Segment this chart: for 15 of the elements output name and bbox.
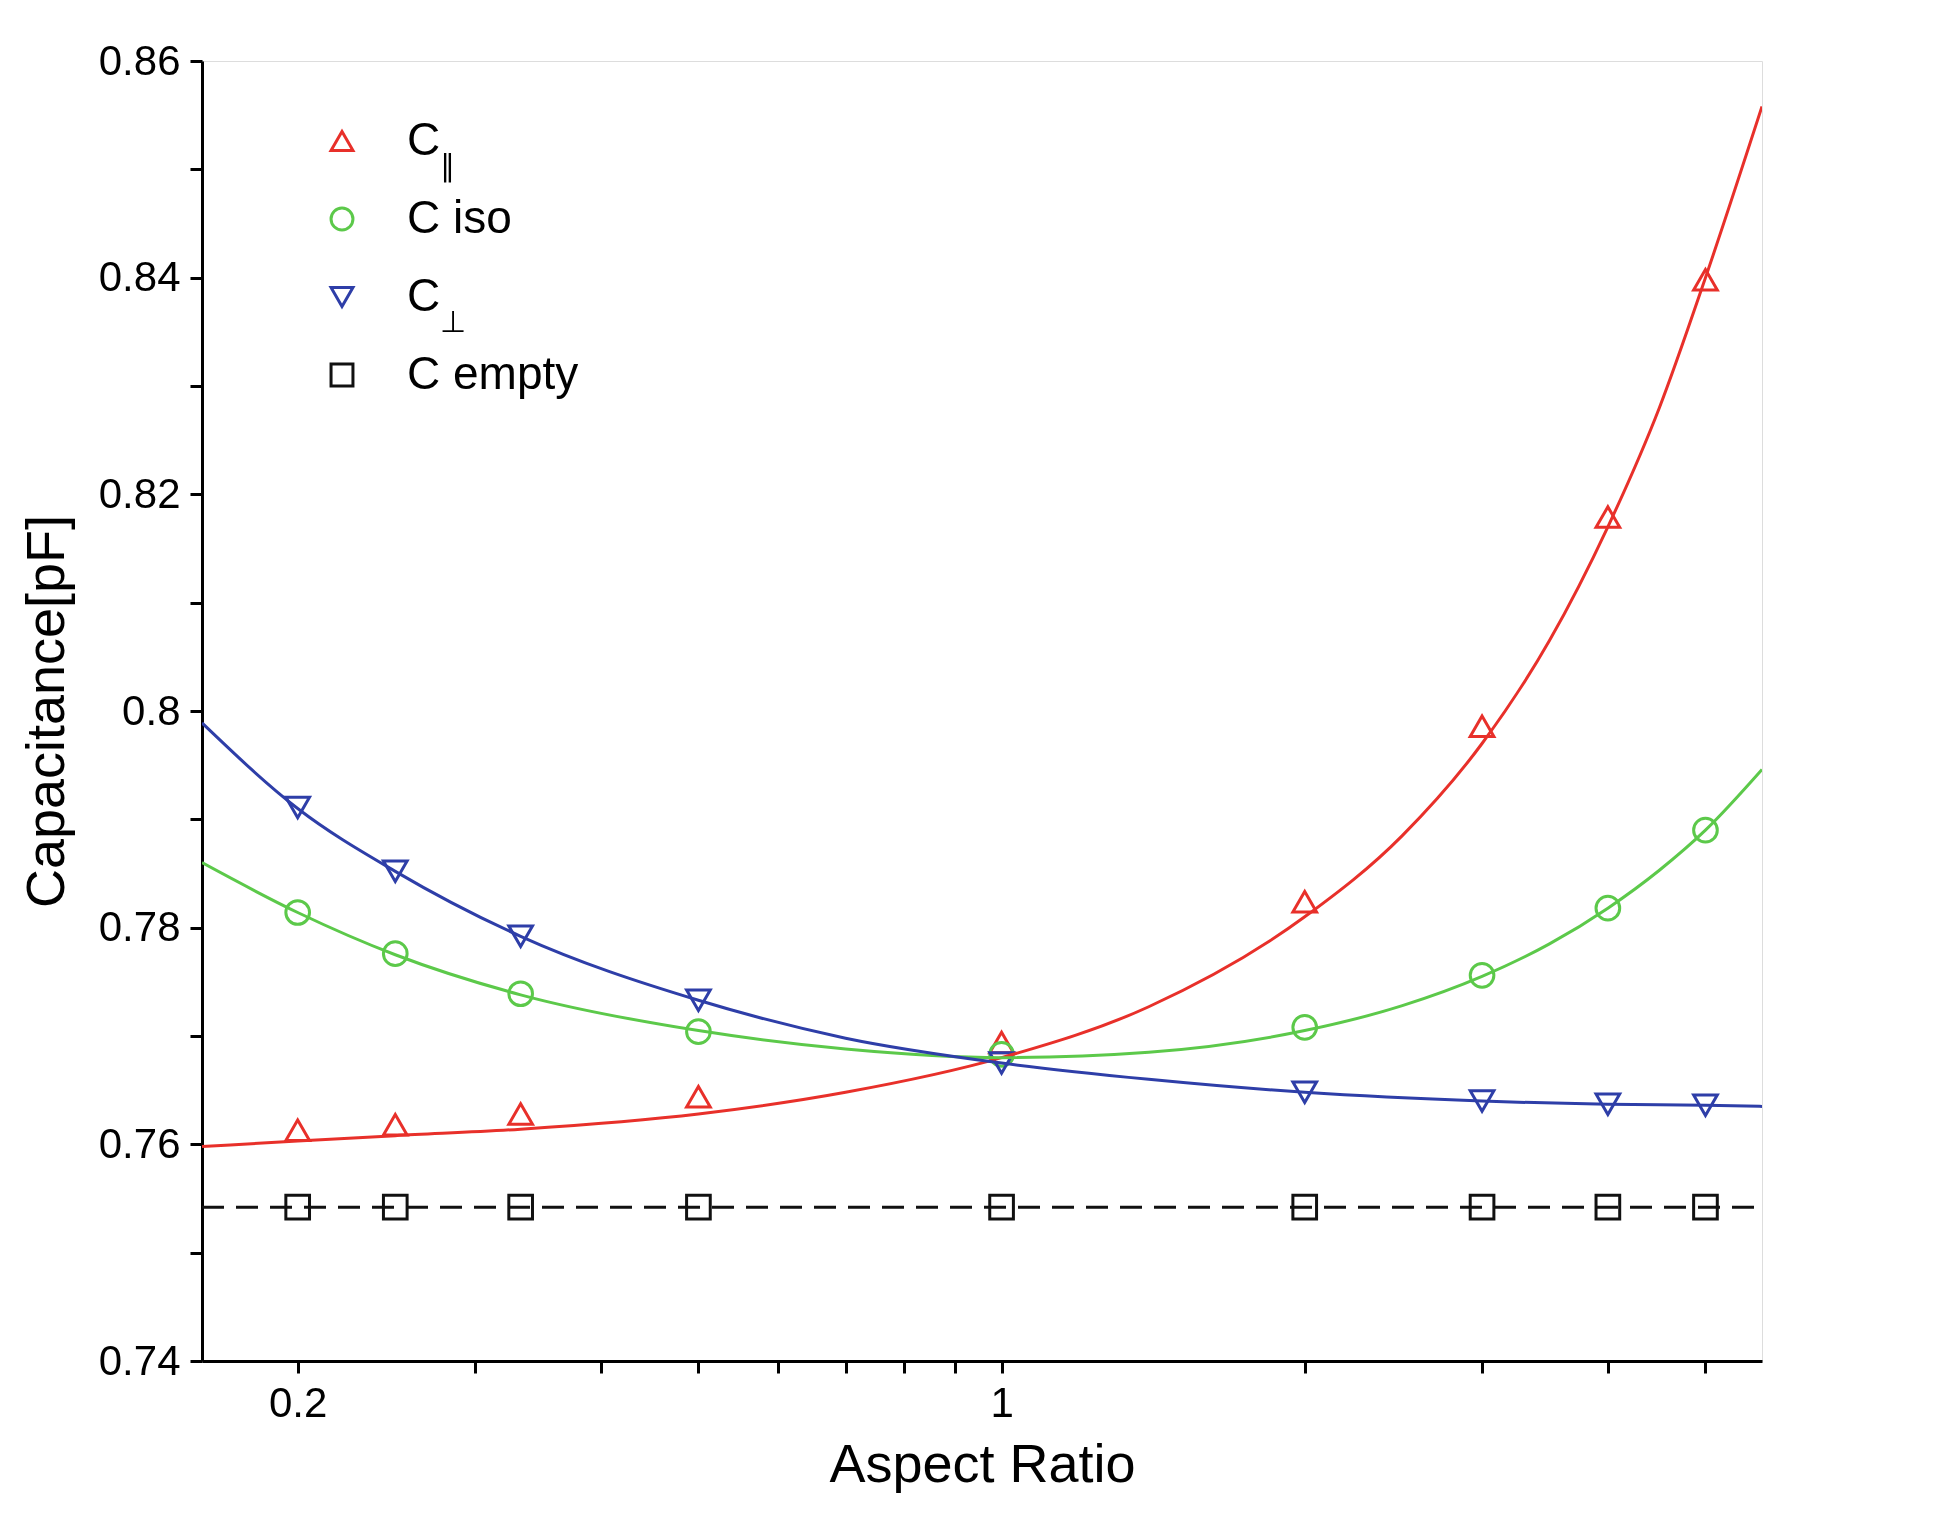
y-tick-label: 0.82 xyxy=(98,469,181,517)
x-tick-label: 1 xyxy=(990,1378,1014,1426)
legend-label: C⊥ xyxy=(407,269,466,338)
y-tick-label: 0.8 xyxy=(122,686,181,734)
y-axis-title: Capacitance[pF] xyxy=(14,514,75,909)
legend-label: C∥ xyxy=(407,113,455,183)
y-tick-label: 0.74 xyxy=(98,1336,181,1384)
x-tick-label: 0.2 xyxy=(268,1378,328,1426)
legend-label: C empty xyxy=(407,347,579,399)
y-tick-label: 0.84 xyxy=(98,253,181,301)
y-tick-label: 0.76 xyxy=(98,1119,181,1167)
legend-label: C iso xyxy=(407,191,512,243)
x-axis-title: Aspect Ratio xyxy=(829,1432,1136,1493)
y-tick-label: 0.78 xyxy=(98,903,181,951)
y-tick-label: 0.86 xyxy=(98,36,181,84)
